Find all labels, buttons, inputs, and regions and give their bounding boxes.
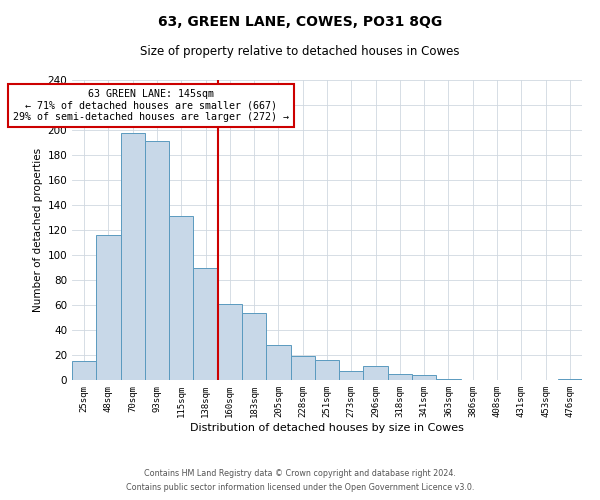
Bar bbox=[339, 371, 364, 380]
Bar bbox=[218, 304, 242, 380]
Bar bbox=[96, 235, 121, 380]
Text: Contains public sector information licensed under the Open Government Licence v3: Contains public sector information licen… bbox=[126, 484, 474, 492]
Bar bbox=[315, 360, 339, 380]
Y-axis label: Number of detached properties: Number of detached properties bbox=[33, 148, 43, 312]
Text: 63 GREEN LANE: 145sqm
← 71% of detached houses are smaller (667)
29% of semi-det: 63 GREEN LANE: 145sqm ← 71% of detached … bbox=[13, 89, 289, 122]
Bar bbox=[364, 366, 388, 380]
Bar bbox=[72, 361, 96, 380]
Bar bbox=[412, 375, 436, 380]
Bar bbox=[266, 345, 290, 380]
Bar bbox=[145, 141, 169, 380]
Text: Contains HM Land Registry data © Crown copyright and database right 2024.: Contains HM Land Registry data © Crown c… bbox=[144, 468, 456, 477]
Text: 63, GREEN LANE, COWES, PO31 8QG: 63, GREEN LANE, COWES, PO31 8QG bbox=[158, 15, 442, 29]
Bar bbox=[169, 216, 193, 380]
Text: Size of property relative to detached houses in Cowes: Size of property relative to detached ho… bbox=[140, 45, 460, 58]
Bar bbox=[193, 268, 218, 380]
Bar bbox=[290, 356, 315, 380]
Bar bbox=[436, 379, 461, 380]
Bar bbox=[121, 132, 145, 380]
Bar bbox=[388, 374, 412, 380]
Bar bbox=[242, 312, 266, 380]
Bar bbox=[558, 379, 582, 380]
X-axis label: Distribution of detached houses by size in Cowes: Distribution of detached houses by size … bbox=[190, 422, 464, 432]
